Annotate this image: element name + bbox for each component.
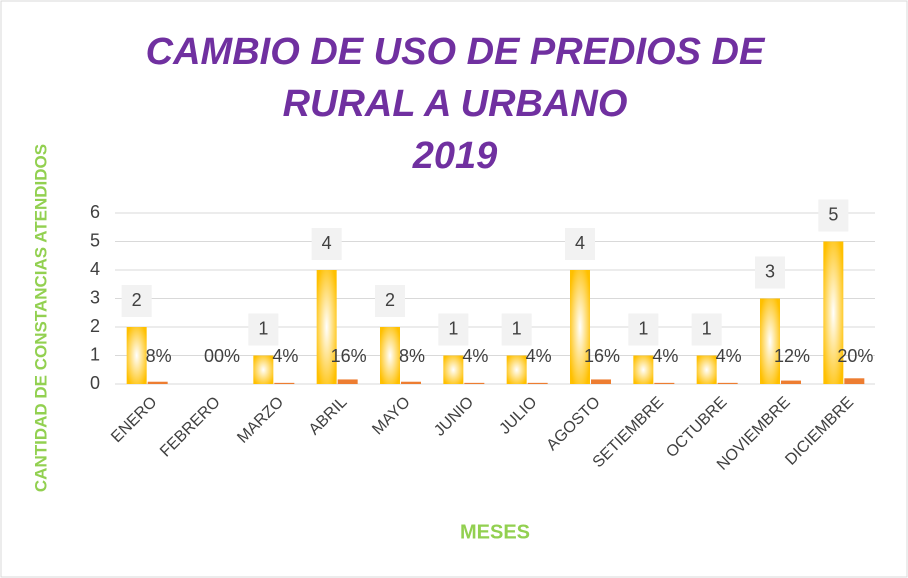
chart-title: 2019: [412, 135, 498, 177]
data-label: 12%: [774, 346, 810, 366]
bar: [633, 355, 654, 384]
data-label: 3: [765, 261, 775, 281]
y-tick-label: 1: [90, 344, 100, 364]
data-label: 4%: [716, 346, 742, 366]
data-label-box: [375, 285, 405, 317]
data-label: 4: [322, 233, 332, 253]
data-label: 1: [512, 318, 522, 338]
data-label-box: [438, 313, 469, 346]
data-label: 16%: [584, 346, 620, 366]
bar: [717, 382, 738, 384]
bar: [781, 380, 801, 384]
y-tick-label: 3: [90, 287, 100, 307]
data-label-box: [311, 228, 342, 260]
data-label: 4%: [652, 346, 678, 366]
data-label: 5: [828, 204, 838, 224]
y-tick-label: 5: [90, 230, 100, 250]
data-label-box: [565, 228, 595, 260]
y-tick-label: 0: [90, 373, 100, 393]
bar: [147, 381, 168, 384]
chart-title: CAMBIO DE USO DE PREDIOS DE: [146, 31, 766, 73]
y-axis-label: CANTIDAD DE CONSTANCIAS ATENDIDOS: [31, 144, 50, 492]
data-label-box: [121, 285, 152, 317]
data-label: 1: [638, 318, 648, 338]
bar: [380, 327, 400, 384]
data-label: 16%: [331, 346, 367, 366]
y-tick-label: 4: [90, 259, 100, 279]
bar: [126, 327, 147, 384]
bar: [527, 382, 548, 384]
data-label: 2: [385, 290, 395, 310]
bar: [844, 378, 865, 384]
y-tick-label: 2: [90, 316, 100, 336]
bar: [506, 355, 527, 384]
data-label-box: [501, 313, 532, 346]
y-tick-label: 6: [90, 202, 100, 222]
bar: [401, 381, 421, 384]
bar: [591, 379, 611, 384]
data-label-box: [248, 313, 279, 346]
bar: [696, 355, 717, 384]
data-label: 8%: [399, 346, 425, 366]
data-label: 8%: [146, 346, 172, 366]
data-label: 1: [448, 318, 458, 338]
data-label: 4%: [526, 346, 552, 366]
x-axis-label: MESES: [460, 521, 530, 543]
bar: [823, 241, 844, 384]
bar: [337, 379, 358, 384]
chart-title: RURAL A URBANO: [283, 83, 628, 125]
data-label: 1: [702, 318, 712, 338]
data-label: 4: [575, 233, 585, 253]
data-label: 4%: [462, 346, 488, 366]
bar: [654, 382, 675, 384]
bar: [570, 270, 590, 384]
bar: [443, 355, 464, 384]
data-label: 2: [132, 290, 142, 310]
bar: [253, 355, 274, 384]
bar: [274, 382, 295, 384]
data-label: 00%: [204, 346, 240, 366]
data-label-box: [691, 313, 722, 346]
data-label: 1: [258, 318, 268, 338]
bar: [464, 382, 485, 384]
data-label: 4%: [272, 346, 298, 366]
bar: [760, 298, 780, 384]
data-label-box: [755, 256, 785, 289]
bar: [316, 270, 337, 384]
data-label-box: [628, 313, 659, 346]
data-label: 20%: [837, 346, 873, 366]
data-label-box: [818, 199, 849, 232]
